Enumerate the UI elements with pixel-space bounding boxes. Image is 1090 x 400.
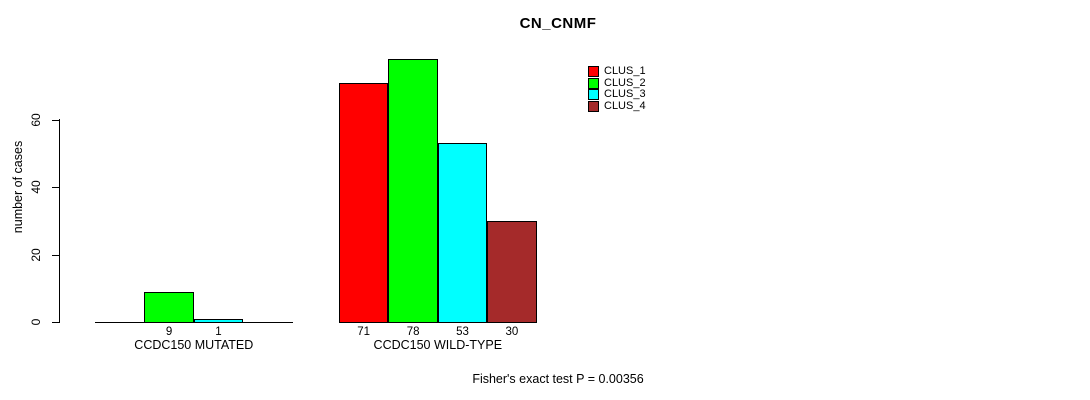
- bar-value-label: 9: [165, 326, 173, 338]
- fisher-test-annotation: Fisher's exact test P = 0.00356: [472, 372, 644, 386]
- legend-swatch-icon: [588, 89, 599, 101]
- bar-value-label: 71: [357, 326, 371, 338]
- bar-clus_4-mutated: [243, 322, 293, 323]
- legend-label: CLUS_1: [604, 65, 646, 77]
- legend-item-clus_4: CLUS_4: [588, 99, 646, 113]
- legend-label: CLUS_4: [604, 99, 646, 112]
- y-tick-label: 20: [29, 248, 43, 262]
- y-tick-label: 40: [29, 180, 43, 194]
- bar-value-label: 78: [406, 326, 420, 338]
- bar-clus_3-mutated: [193, 319, 244, 323]
- legend-item-clus_2: CLUS_2: [588, 76, 646, 90]
- legend-item-clus_1: CLUS_1: [588, 65, 646, 78]
- group-label: CCDC150 MUTATED: [134, 338, 254, 352]
- legend-swatch-icon: [588, 77, 599, 89]
- y-axis-label: number of cases: [11, 140, 25, 234]
- bar-clus_1-wild-type: [339, 83, 389, 323]
- bar-clus_2-wild-type: [388, 59, 438, 323]
- y-tick: [52, 187, 59, 188]
- bar-clus_1-mutated: [95, 322, 145, 323]
- y-tick: [52, 255, 59, 256]
- y-tick-label: 0: [29, 318, 43, 326]
- y-tick: [52, 120, 59, 121]
- bar-clus_2-mutated: [144, 292, 194, 323]
- group-label: CCDC150 WILD-TYPE: [373, 338, 503, 352]
- chart-title: CN_CNMF: [519, 15, 597, 32]
- y-tick-label: 60: [29, 113, 43, 127]
- bar-value-label: 1: [215, 326, 222, 338]
- y-axis: [59, 119, 60, 323]
- bar-value-label: 53: [456, 326, 469, 338]
- legend-item-clus_3: CLUS_3: [588, 89, 646, 101]
- legend-label: CLUS_3: [604, 88, 646, 101]
- legend-label: CLUS_2: [604, 76, 646, 89]
- bar-clus_4-wild-type: [487, 221, 537, 323]
- bar-value-label: 30: [505, 326, 519, 338]
- bar-clus_3-wild-type: [437, 143, 488, 323]
- legend-swatch-icon: [588, 66, 599, 78]
- y-tick: [52, 322, 59, 323]
- legend-swatch-icon: [588, 101, 599, 113]
- legend: CLUS_1 CLUS_2 CLUS_3 CLUS_4: [588, 65, 646, 113]
